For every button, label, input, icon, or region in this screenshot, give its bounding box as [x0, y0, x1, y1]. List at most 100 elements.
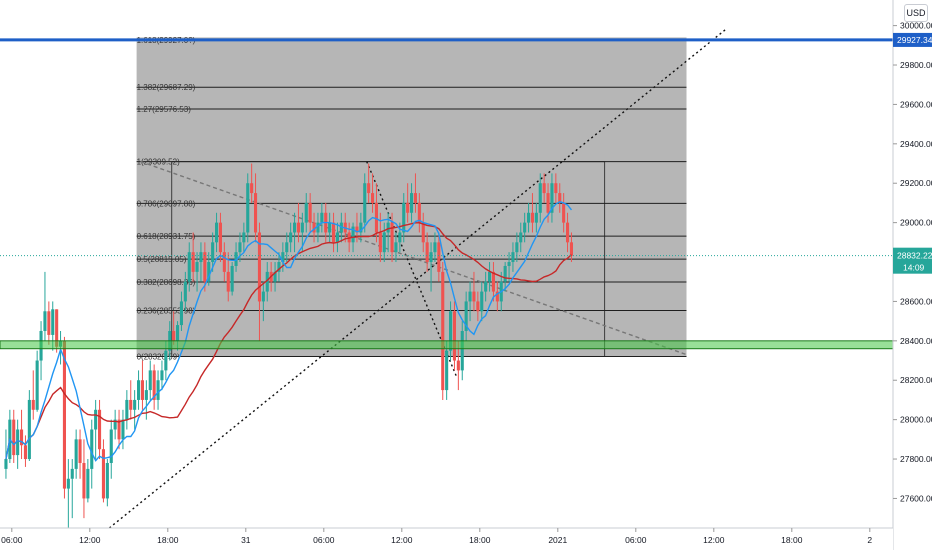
candle-body [117, 419, 121, 440]
fib-level-label: 0.618(28931.75) [137, 232, 196, 241]
candle-body [402, 202, 406, 233]
fib-level-label: 0.5(28815.05) [137, 255, 187, 264]
time-tick-label: 18:00 [157, 535, 179, 545]
candle-body [316, 222, 320, 233]
candle-body [460, 330, 464, 371]
resistance-price-tag [893, 32, 932, 47]
time-tick-label: 2 [867, 535, 872, 545]
price-axis[interactable]: 27600.00 27800.00 28000.00 28200.00 28400.00… [892, 0, 932, 550]
candle-body [121, 419, 125, 440]
candle-body [148, 370, 152, 391]
candle-body [261, 291, 265, 302]
candle-body [562, 202, 566, 223]
time-tick-label: 18:00 [469, 535, 491, 545]
candle-body [484, 281, 488, 292]
price-tick-label: 27800.00 [900, 454, 932, 464]
candle-body [82, 462, 86, 499]
candle-body [23, 445, 27, 460]
support-zone [0, 340, 894, 350]
candle-body [273, 271, 277, 282]
candle-body [335, 232, 339, 243]
candle-body [398, 232, 402, 243]
ma-fast-line [5, 201, 573, 462]
time-tick-label: 2021 [548, 535, 567, 545]
candle-body [254, 193, 258, 233]
resistance-price-label: 29927.34 [897, 35, 932, 45]
candle-body [172, 330, 176, 341]
price-tick-label: 29600.00 [900, 99, 932, 109]
candle-body [472, 291, 476, 302]
price-tick-label: 29200.00 [900, 178, 932, 188]
candle-body [300, 222, 304, 233]
candle-body [410, 193, 414, 213]
candle-body [456, 360, 460, 371]
candle-body [293, 222, 297, 233]
time-tick-label: 12:00 [79, 535, 101, 545]
candle-body [534, 212, 538, 223]
candle-body [390, 222, 394, 253]
price-tick-label: 29800.00 [900, 60, 932, 70]
candle-body [250, 183, 254, 194]
candle-body [12, 419, 16, 456]
candle-body [371, 193, 375, 203]
candle-body [27, 399, 31, 460]
candle-body [140, 380, 144, 400]
candle-body [546, 193, 550, 213]
candle-body [332, 222, 336, 243]
time-tick-label: 31 [241, 535, 251, 545]
candle-body [101, 449, 105, 499]
candle-body [179, 301, 183, 326]
candle-body [530, 212, 534, 223]
fib-level-label: 1.382(29687.29) [137, 83, 196, 92]
candle-body [495, 291, 499, 302]
candle-body [199, 252, 203, 263]
price-tick-label: 28000.00 [900, 415, 932, 425]
candle-body [320, 212, 324, 223]
candle-body [129, 399, 133, 410]
candle-body [558, 193, 562, 203]
candle-body [441, 271, 445, 391]
fib-level-label: 1(29309.52) [137, 158, 180, 167]
candle-body [304, 202, 308, 223]
candle-body [413, 193, 417, 203]
time-axis[interactable]: 06:00 12:00 18:00 31 06:00 12:00 18:00 2021 06:0… [0, 527, 893, 550]
candle-body [359, 222, 363, 233]
candle-body [160, 370, 164, 381]
candle-body [78, 439, 82, 463]
candle-body [507, 262, 511, 266]
candle-body [421, 222, 425, 243]
candle-body [62, 340, 66, 489]
candle-body [277, 262, 281, 272]
candle-body [55, 309, 59, 347]
candle-body [215, 222, 219, 243]
candle-body [511, 252, 515, 263]
candle-body [491, 271, 495, 292]
candle-body [566, 222, 570, 243]
candle-body [417, 202, 421, 223]
candle-body [4, 459, 8, 469]
candle-body [378, 232, 382, 253]
candle-body [429, 252, 433, 263]
last-price-tag [893, 247, 932, 274]
candle-body [503, 265, 507, 282]
candle-body [230, 265, 234, 292]
trendlines [108, 29, 726, 529]
candle-body [242, 232, 246, 243]
time-axis-bg [0, 528, 893, 550]
currency-button[interactable]: USD [904, 4, 928, 22]
candle-body [195, 262, 199, 272]
candle-body [187, 252, 191, 282]
candle-body [211, 242, 215, 263]
candle-body [363, 183, 367, 223]
candle-body [35, 360, 39, 410]
candle-body [355, 226, 359, 233]
candle-body [234, 252, 238, 266]
candle-body [433, 242, 437, 253]
time-tick-label: 12:00 [391, 535, 413, 545]
price-tick-label: 27600.00 [900, 493, 932, 503]
time-tick-label: 06:00 [1, 535, 23, 545]
candle-body [191, 252, 195, 272]
candle-body [66, 478, 70, 489]
candle-body [406, 202, 410, 213]
